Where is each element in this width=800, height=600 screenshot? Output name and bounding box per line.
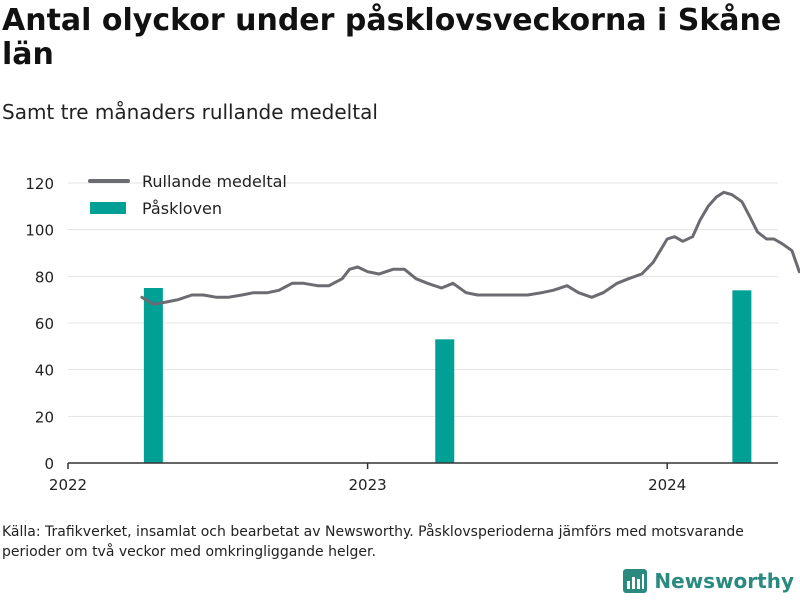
line-rullande-medeltal — [140, 190, 800, 306]
chart-title: Antal olyckor under påsklovsveckorna i S… — [2, 3, 782, 72]
bar-paskloven — [732, 290, 752, 463]
bar-paskloven — [435, 339, 455, 463]
x-tick-label: 2024 — [648, 476, 686, 494]
chart-subtitle: Samt tre månaders rullande medeltal — [2, 100, 378, 124]
legend-label-rullande: Rullande medeltal — [142, 172, 287, 191]
chart-area: 0 20 40 60 80 100 120 2022 2023 2024 Rullande me… — [25, 172, 800, 494]
brand-logo: Newsworthy — [622, 568, 794, 594]
bar-chart-logo-icon — [623, 569, 648, 593]
bar-series — [143, 288, 752, 463]
bar-paskloven — [143, 288, 163, 463]
source-note: Källa: Trafikverket, insamlat och bearbe… — [2, 524, 744, 560]
x-tick-label: 2022 — [49, 476, 87, 494]
y-tick-label: 120 — [25, 175, 54, 193]
legend-label-paskloven: Påskloven — [142, 199, 222, 218]
y-axis: 0 20 40 60 80 100 120 — [25, 175, 54, 473]
y-tick-label: 0 — [44, 455, 54, 473]
y-tick-label: 100 — [25, 222, 54, 240]
y-tick-label: 40 — [35, 362, 54, 380]
legend: Rullande medeltal Påskloven — [88, 172, 287, 218]
y-tick-label: 20 — [35, 408, 54, 426]
x-tick-label: 2023 — [349, 476, 387, 494]
y-tick-label: 60 — [35, 315, 54, 333]
x-axis: 2022 2023 2024 — [49, 462, 778, 494]
legend-bar-swatch — [90, 202, 126, 214]
brand-name: Newsworthy — [654, 569, 794, 593]
y-tick-label: 80 — [35, 268, 54, 286]
gridlines — [68, 182, 778, 417]
line-series — [140, 190, 800, 306]
